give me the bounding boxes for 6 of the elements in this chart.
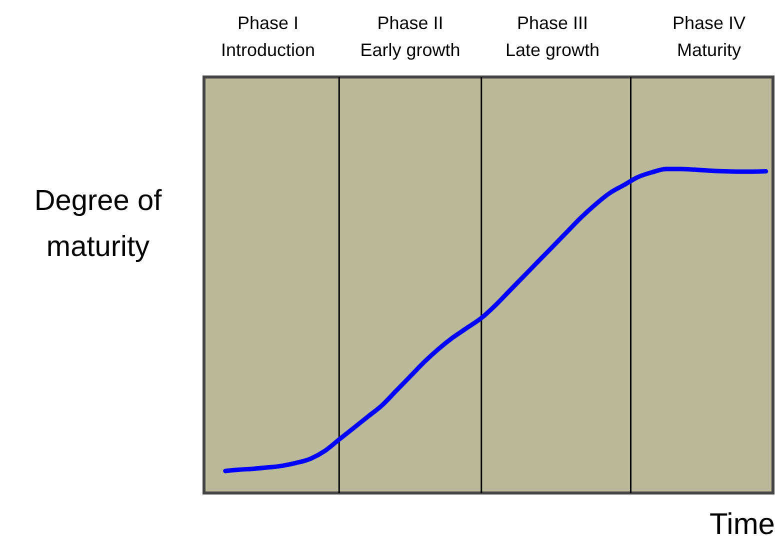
x-tick-label: Phase II Early growth <box>360 13 460 60</box>
x-tick-label: Phase I Introduction <box>220 13 316 60</box>
y-axis-title: Degree of maturity <box>33 184 163 265</box>
x-tick-label: Phase IV Maturity <box>672 13 746 60</box>
x-axis-title: Time <box>709 508 775 542</box>
x-tick-label: Phase III Late growth <box>505 13 600 60</box>
